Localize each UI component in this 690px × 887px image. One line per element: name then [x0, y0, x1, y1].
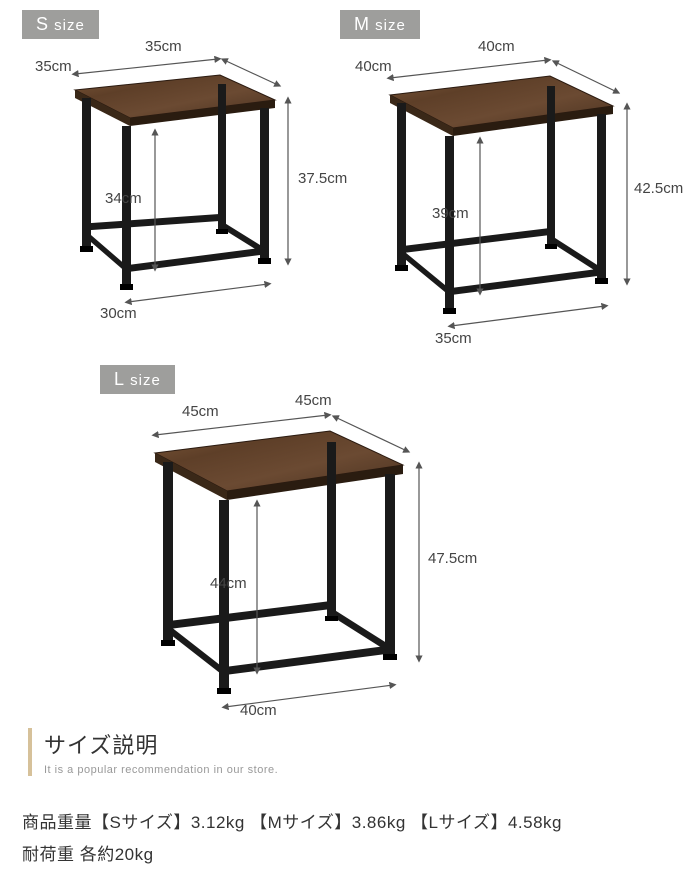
- dim-l-top-w: 45cm: [295, 392, 332, 409]
- dim-s-inner: 34cm: [105, 190, 142, 207]
- dim-m-top-w: 40cm: [478, 38, 515, 55]
- size-badge-m-letter: M: [354, 14, 370, 34]
- dim-m-inner: 39cm: [432, 205, 469, 222]
- section-subtitle: It is a popular recommendation in our st…: [44, 764, 278, 776]
- table-diagram-l: [95, 395, 475, 735]
- table-diagram-m: [335, 40, 665, 360]
- dim-l-top-d: 45cm: [182, 403, 219, 420]
- dim-m-top-d: 40cm: [355, 58, 392, 75]
- spec-load: 耐荷重 各約20kg: [22, 840, 154, 865]
- size-badge-s-letter: S: [36, 14, 49, 34]
- size-badge-l-letter: L: [114, 369, 125, 389]
- dim-l-base: 40cm: [240, 702, 277, 719]
- spec-weight: 商品重量【Sサイズ】3.12kg 【Mサイズ】3.86kg 【Lサイズ】4.58…: [22, 808, 562, 833]
- section-title: サイズ説明: [44, 728, 278, 760]
- size-badge-s-suffix: size: [49, 17, 85, 34]
- table-diagram-s: [20, 40, 320, 330]
- size-badge-s: S size: [22, 10, 99, 39]
- dim-s-top-d: 35cm: [35, 58, 72, 75]
- dim-m-base: 35cm: [435, 330, 472, 347]
- dim-l-height: 47.5cm: [428, 550, 477, 567]
- dim-s-base: 30cm: [100, 305, 137, 322]
- size-badge-m: M size: [340, 10, 420, 39]
- section-header: サイズ説明 It is a popular recommendation in …: [28, 728, 278, 776]
- size-badge-l-suffix: size: [125, 372, 161, 389]
- dim-s-top-w: 35cm: [145, 38, 182, 55]
- size-badge-m-suffix: size: [370, 17, 406, 34]
- size-badge-l: L size: [100, 365, 175, 394]
- dim-l-inner: 44cm: [210, 575, 247, 592]
- dim-m-height: 42.5cm: [634, 180, 683, 197]
